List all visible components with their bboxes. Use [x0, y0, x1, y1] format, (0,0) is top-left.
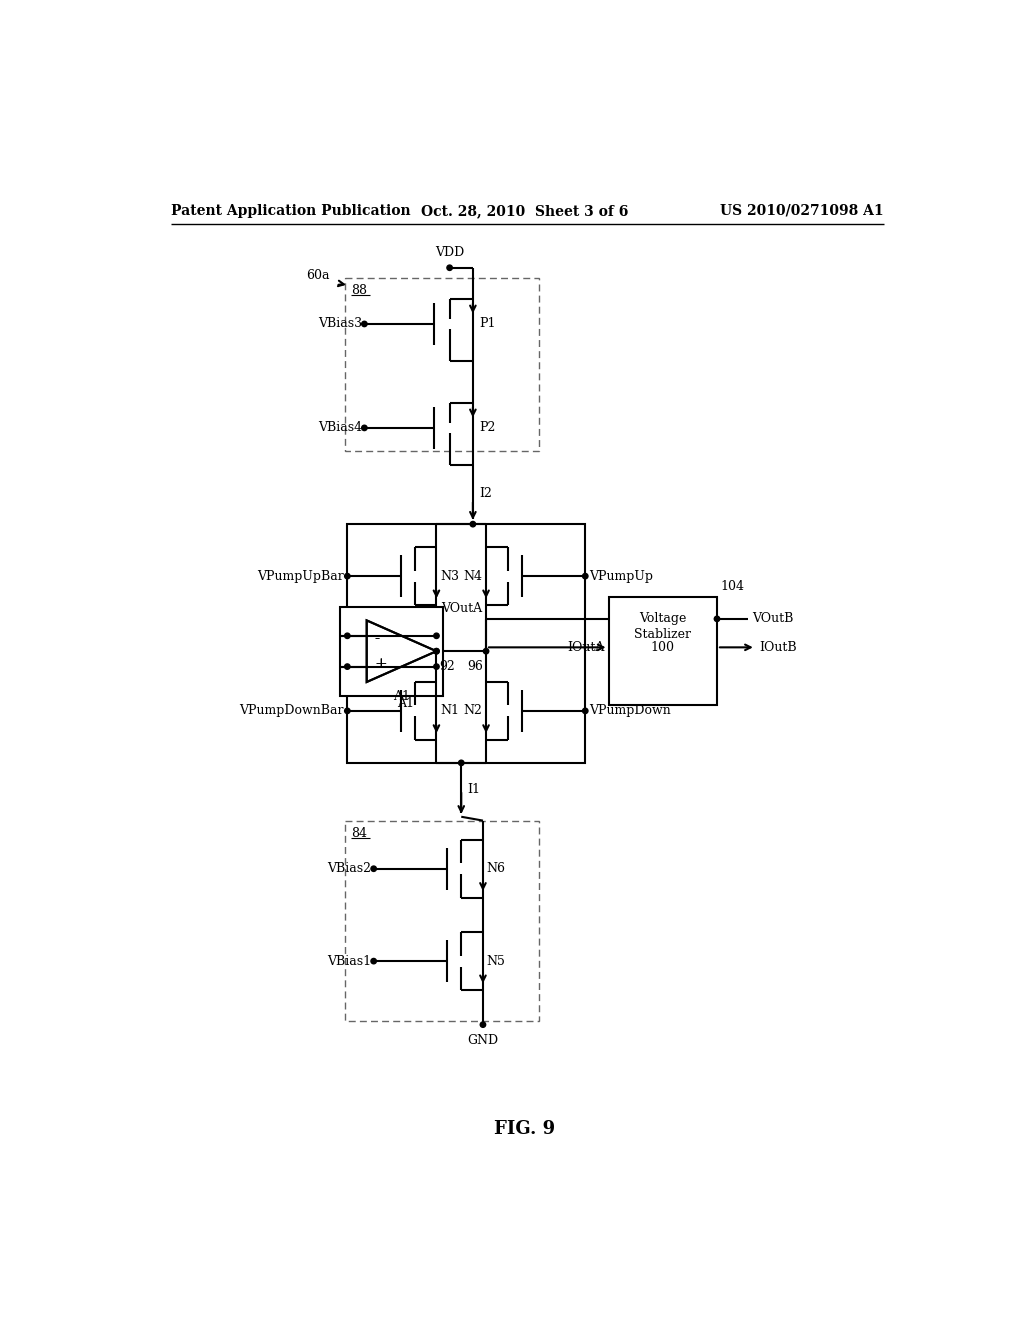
Text: 84: 84 [351, 826, 368, 840]
Text: VBias1: VBias1 [328, 954, 372, 968]
Text: N6: N6 [486, 862, 506, 875]
Text: P1: P1 [479, 317, 496, 330]
Text: VBias3: VBias3 [317, 317, 362, 330]
Circle shape [446, 265, 453, 271]
Circle shape [459, 760, 464, 766]
Circle shape [434, 648, 439, 653]
Text: VPumpUp: VPumpUp [589, 570, 653, 582]
Text: 92: 92 [439, 660, 456, 673]
Circle shape [345, 664, 350, 669]
Text: -: - [375, 632, 380, 645]
Text: N1: N1 [440, 705, 460, 717]
Text: Stablizer: Stablizer [634, 628, 691, 640]
Text: VBias2: VBias2 [328, 862, 372, 875]
Text: P2: P2 [479, 421, 496, 434]
Text: I2: I2 [479, 487, 492, 500]
Text: VPumpDown: VPumpDown [589, 705, 671, 717]
Bar [340, 607, 442, 696]
Text: 96: 96 [467, 660, 483, 673]
Circle shape [371, 866, 377, 871]
Circle shape [345, 708, 350, 714]
Circle shape [371, 958, 377, 964]
Text: N2: N2 [463, 705, 482, 717]
Text: US 2010/0271098 A1: US 2010/0271098 A1 [720, 203, 884, 218]
Text: -: - [375, 632, 380, 645]
Text: 60a: 60a [306, 269, 330, 282]
Text: 100: 100 [650, 640, 675, 653]
Circle shape [434, 648, 439, 653]
Text: N5: N5 [486, 954, 506, 968]
Circle shape [583, 573, 588, 578]
Circle shape [361, 425, 367, 430]
Circle shape [583, 708, 588, 714]
Bar [345, 277, 539, 451]
Text: VDD: VDD [435, 246, 464, 259]
Circle shape [483, 648, 488, 653]
Text: +: + [375, 656, 387, 671]
Text: Oct. 28, 2010  Sheet 3 of 6: Oct. 28, 2010 Sheet 3 of 6 [421, 203, 629, 218]
Bar [345, 821, 539, 1020]
Text: GND: GND [467, 1034, 499, 1047]
Text: FIG. 9: FIG. 9 [495, 1119, 555, 1138]
Text: I1: I1 [467, 783, 480, 796]
Text: 88: 88 [351, 284, 368, 297]
Text: N4: N4 [463, 570, 482, 582]
Bar [347, 524, 586, 763]
Text: Patent Application Publication: Patent Application Publication [171, 203, 411, 218]
Bar [608, 597, 717, 705]
Circle shape [470, 521, 475, 527]
Text: VOutA: VOutA [441, 602, 482, 615]
Text: VPumpUpBar: VPumpUpBar [257, 570, 343, 582]
Text: IOutA: IOutA [567, 640, 604, 653]
Circle shape [434, 664, 439, 669]
Circle shape [345, 573, 350, 578]
Circle shape [361, 321, 367, 326]
Text: IOutB: IOutB [760, 640, 798, 653]
Text: 104: 104 [721, 581, 744, 594]
Circle shape [345, 634, 350, 639]
Text: VOutB: VOutB [752, 612, 794, 626]
Text: N3: N3 [440, 570, 460, 582]
Text: VPumpDownBar: VPumpDownBar [239, 705, 343, 717]
Text: VBias4: VBias4 [317, 421, 362, 434]
Circle shape [715, 616, 720, 622]
Circle shape [434, 634, 439, 639]
Text: A1: A1 [397, 697, 414, 710]
Text: +: + [375, 656, 387, 671]
Text: Voltage: Voltage [639, 612, 686, 626]
Text: A1: A1 [393, 689, 410, 702]
Circle shape [480, 1022, 485, 1027]
